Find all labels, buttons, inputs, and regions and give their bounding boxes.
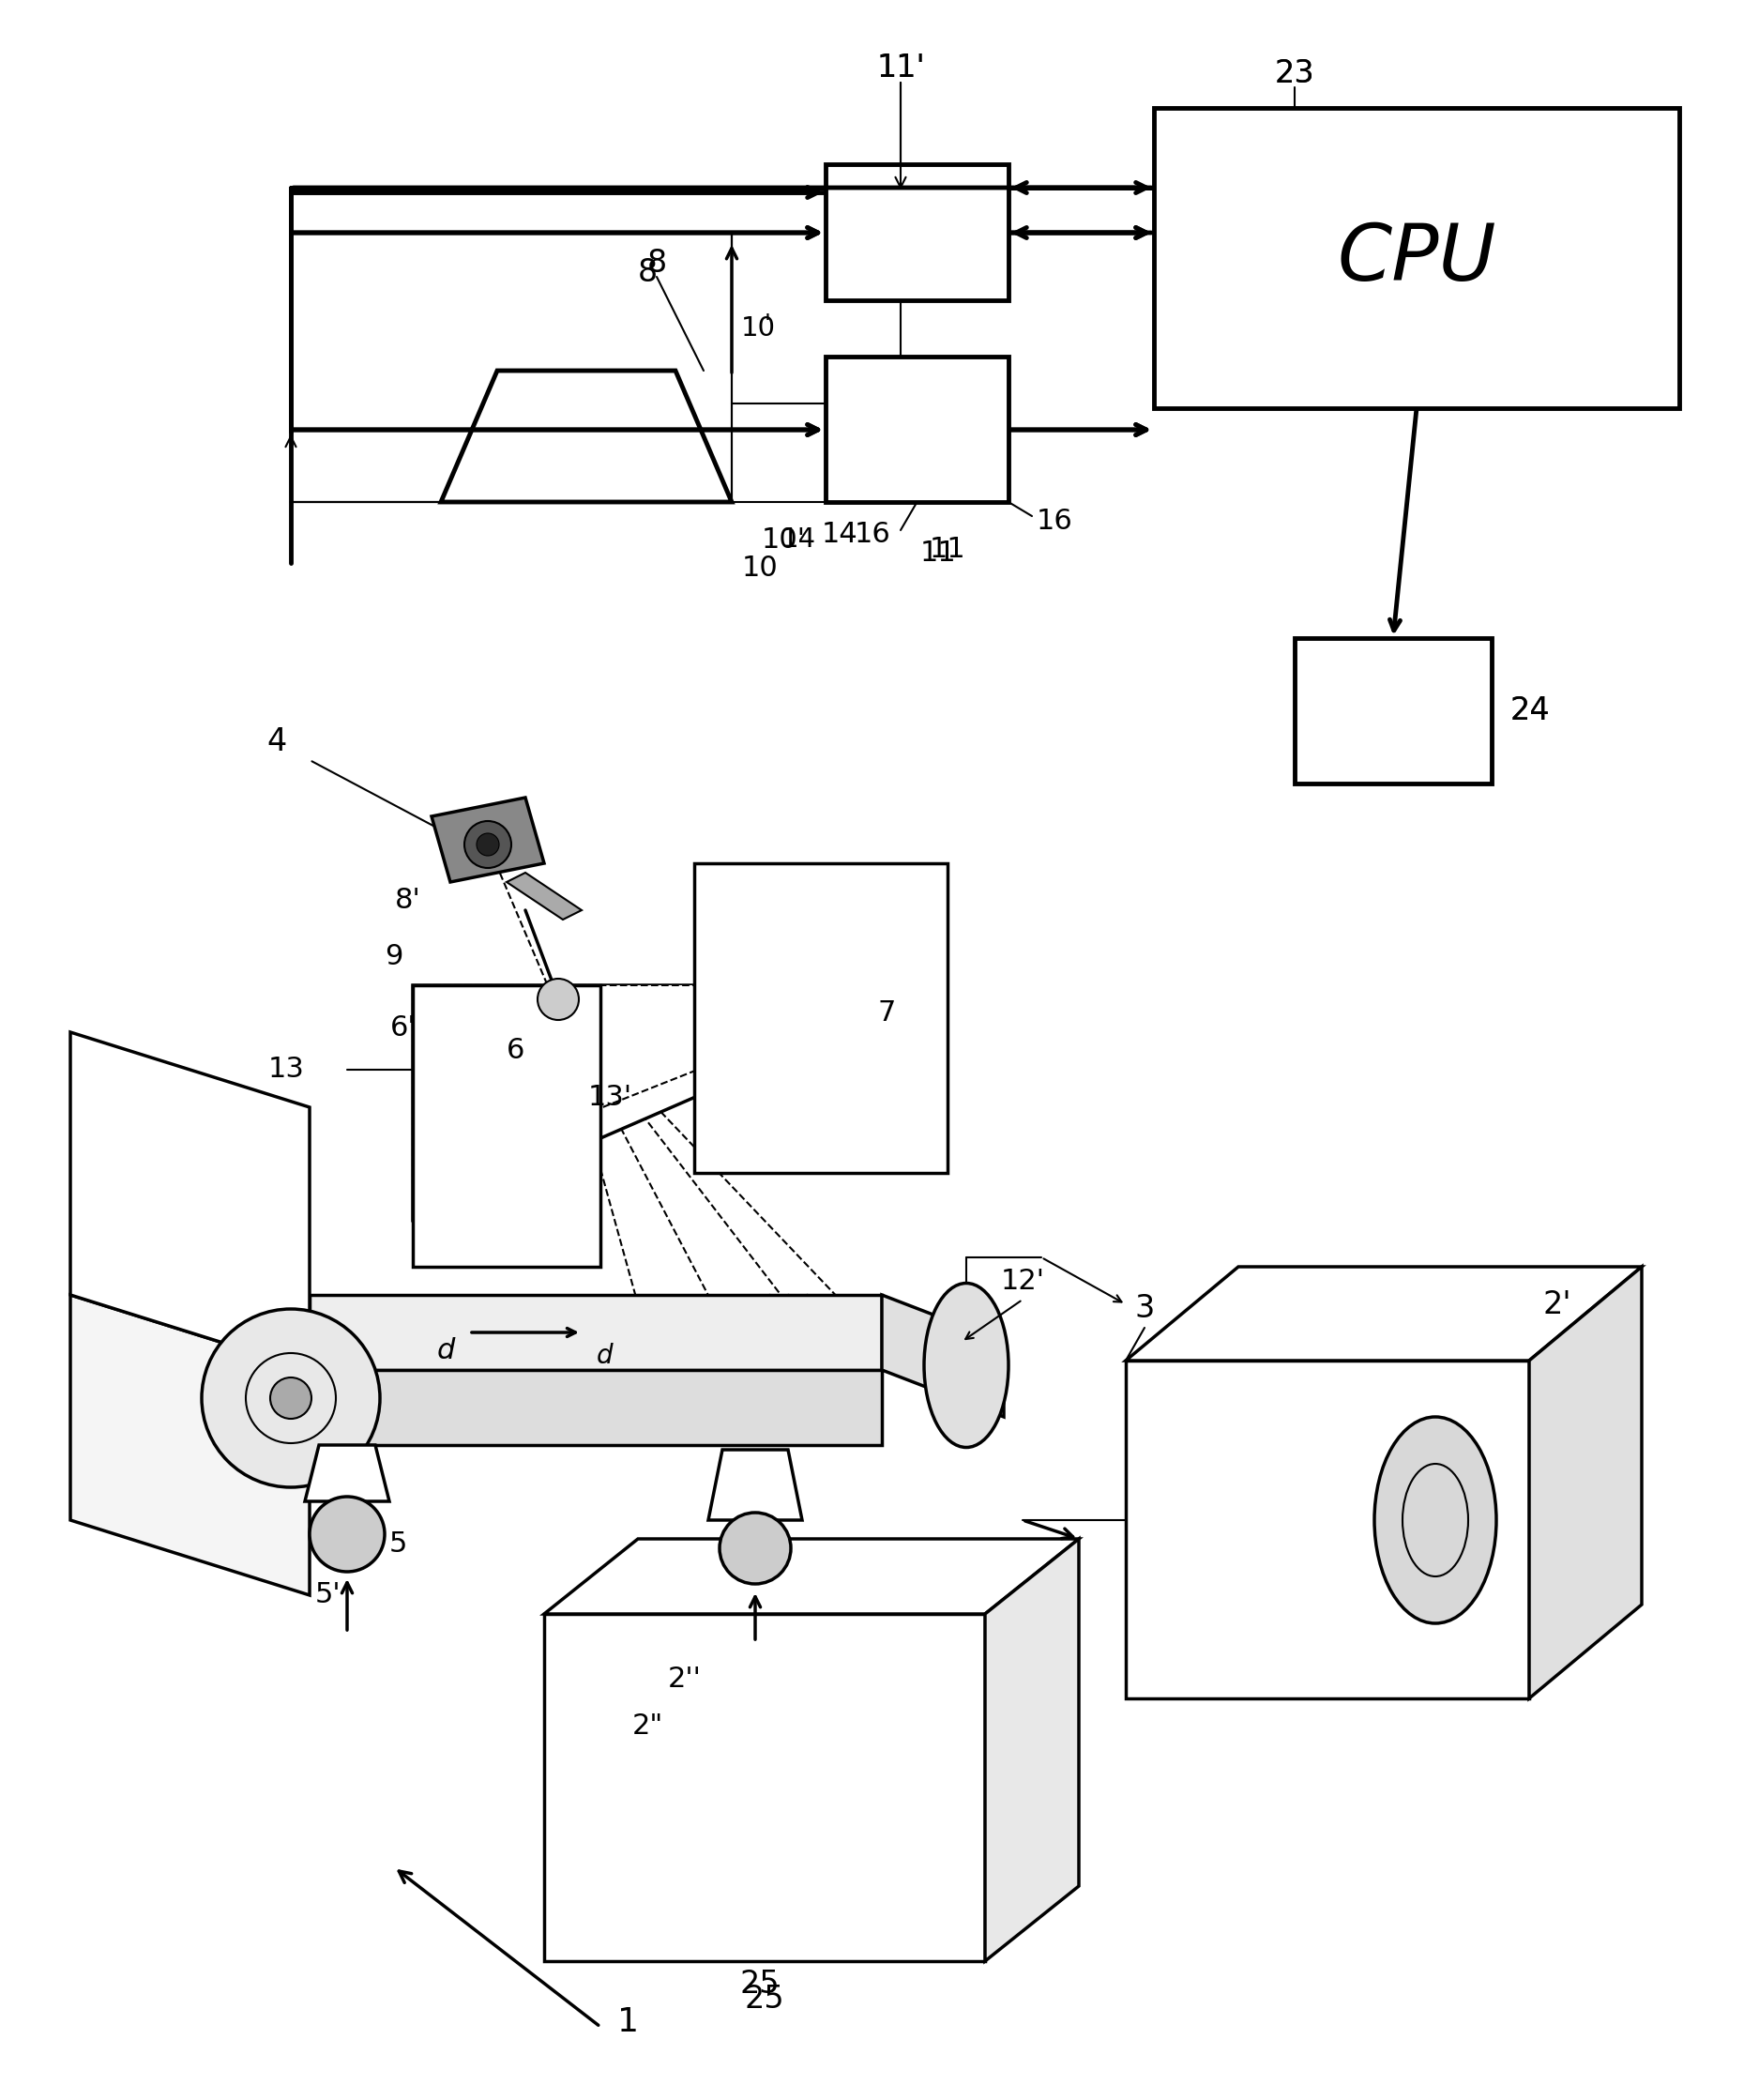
Polygon shape (1126, 1266, 1641, 1361)
Polygon shape (544, 1539, 1078, 1615)
Polygon shape (310, 1369, 881, 1445)
Bar (1126, 1361, 1529, 1699)
Text: 10: 10 (741, 315, 776, 342)
Text: 16: 16 (855, 521, 890, 548)
Text: 23: 23 (1275, 57, 1314, 88)
Text: 11: 11 (920, 540, 957, 567)
Text: 9: 9 (385, 943, 403, 970)
Polygon shape (413, 985, 844, 1220)
Polygon shape (413, 985, 600, 1266)
Polygon shape (985, 1539, 1078, 1961)
Polygon shape (442, 370, 732, 502)
Bar (825, 164, 1008, 300)
Text: ': ' (765, 313, 770, 336)
Text: 8: 8 (637, 256, 658, 288)
Circle shape (310, 1497, 385, 1571)
Text: 11: 11 (929, 536, 966, 563)
Circle shape (538, 979, 579, 1021)
Text: 10': 10' (762, 525, 806, 552)
Text: 13: 13 (267, 1056, 304, 1084)
Polygon shape (304, 1445, 389, 1502)
Text: 24: 24 (1511, 695, 1550, 727)
Text: 14: 14 (821, 521, 858, 548)
Text: 25: 25 (741, 1970, 779, 1999)
Circle shape (464, 821, 512, 867)
Ellipse shape (1374, 1418, 1497, 1623)
Polygon shape (70, 1033, 310, 1369)
Text: 2'': 2'' (668, 1665, 702, 1693)
Polygon shape (413, 985, 816, 1182)
Text: 25: 25 (744, 1982, 785, 2014)
Text: 2': 2' (1543, 1289, 1573, 1319)
Text: 12': 12' (1001, 1266, 1045, 1294)
Text: 16: 16 (1036, 508, 1073, 533)
Text: d: d (596, 1342, 614, 1369)
Text: 24: 24 (1511, 695, 1550, 727)
Polygon shape (695, 863, 948, 1174)
Text: 5: 5 (389, 1531, 408, 1558)
Polygon shape (709, 1449, 802, 1520)
Bar (1295, 638, 1492, 783)
Text: 6: 6 (507, 1037, 524, 1065)
Ellipse shape (923, 1283, 1008, 1447)
Circle shape (719, 1512, 792, 1583)
Text: 23: 23 (1275, 57, 1314, 88)
Bar (825, 357, 1008, 502)
Polygon shape (431, 798, 544, 882)
Text: CPU: CPU (1337, 220, 1497, 296)
Text: d: d (436, 1338, 454, 1365)
Text: 5': 5' (315, 1581, 341, 1609)
Text: 4: 4 (267, 727, 287, 756)
Text: 11': 11' (876, 52, 925, 84)
Text: 8': 8' (396, 886, 420, 913)
Text: 1: 1 (617, 2005, 639, 2039)
Text: 13': 13' (588, 1084, 631, 1111)
Text: 2": 2" (631, 1714, 663, 1741)
Text: 3: 3 (1135, 1294, 1154, 1325)
Circle shape (202, 1308, 380, 1487)
Text: 7: 7 (878, 1000, 895, 1027)
Text: 8: 8 (647, 248, 667, 277)
Circle shape (477, 834, 500, 857)
Polygon shape (507, 874, 582, 920)
Text: 10: 10 (742, 554, 777, 582)
Text: 11': 11' (876, 52, 925, 84)
Polygon shape (1529, 1266, 1641, 1699)
Bar (1154, 107, 1680, 407)
Polygon shape (881, 1296, 1004, 1418)
Text: 6': 6' (390, 1014, 417, 1042)
Polygon shape (70, 1296, 310, 1596)
Circle shape (271, 1378, 311, 1420)
Text: 14: 14 (781, 527, 816, 552)
Bar (544, 1615, 985, 1961)
Polygon shape (310, 1296, 881, 1369)
